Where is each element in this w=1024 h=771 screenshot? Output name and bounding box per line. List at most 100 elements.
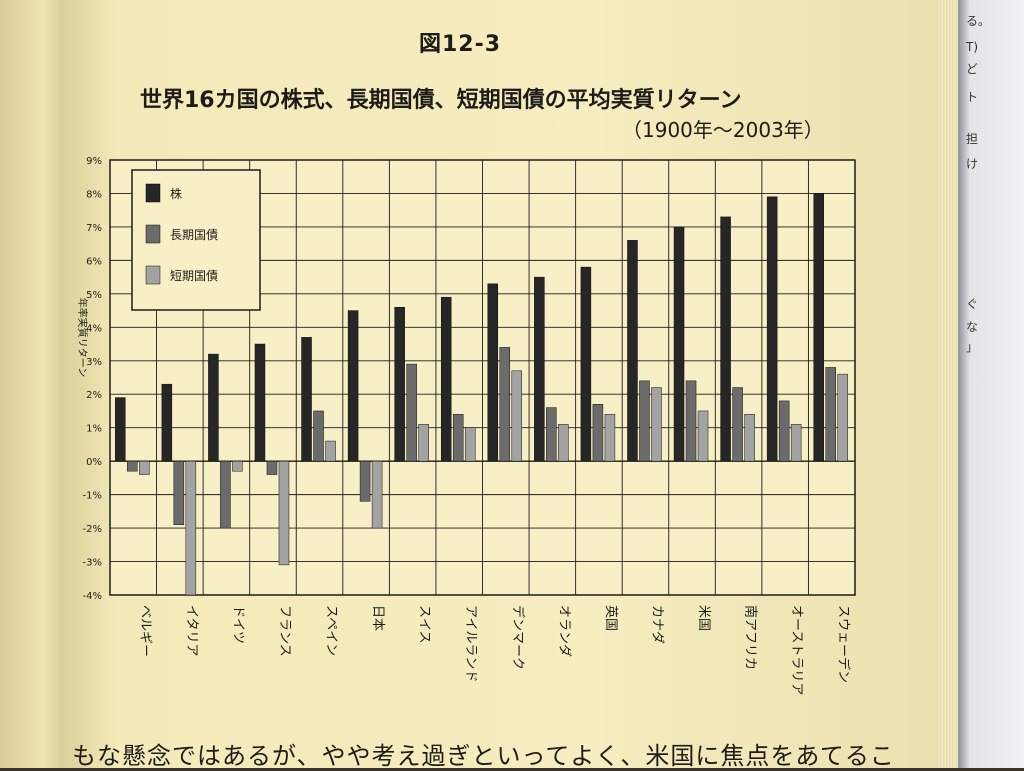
right-page-fragment: け <box>966 157 979 171</box>
x-category-label: オランダ <box>556 605 571 657</box>
right-page-fragment: ぐ <box>966 297 979 311</box>
bar-short-bill <box>185 460 197 596</box>
bar-stock <box>394 306 405 462</box>
y-tick-label: 1% <box>86 424 102 435</box>
right-page-fragment: ど <box>966 62 979 76</box>
y-tick-label: 6% <box>86 256 102 267</box>
bar-stock <box>534 276 545 462</box>
bar-short-bill <box>278 460 290 566</box>
bar-short-bill <box>511 370 523 462</box>
bar-short-bill <box>604 414 616 462</box>
bar-stock <box>161 383 173 462</box>
page-stack-edge <box>938 0 960 768</box>
bar-stock <box>254 343 266 462</box>
y-tick-label: 2% <box>86 390 102 401</box>
right-page-fragment: 」 <box>966 340 979 354</box>
y-tick-label: -2% <box>83 524 102 535</box>
bar-short-bill <box>139 460 150 475</box>
y-tick-label: 5% <box>86 290 102 301</box>
x-category-label: オーストラリア <box>789 605 804 695</box>
x-category-label: 日本 <box>370 605 385 631</box>
bar-stock <box>813 193 824 462</box>
figure-number: 図12-3 <box>418 32 502 57</box>
y-tick-label: 7% <box>86 223 102 234</box>
x-category-label: スウェーデン <box>836 605 852 683</box>
bar-long-bond <box>173 460 185 525</box>
x-category-label: 英国 <box>603 605 618 631</box>
legend-swatch <box>145 265 161 285</box>
bar-long-bond <box>825 367 836 462</box>
bar-stock <box>673 226 685 462</box>
bar-long-bond <box>685 380 697 462</box>
x-category-label: ドイツ <box>230 605 245 644</box>
bar-short-bill <box>325 440 336 462</box>
bar-long-bond <box>639 380 650 462</box>
figure-subtitle: （1900年～2003年） <box>622 118 824 142</box>
x-category-label: イタリア <box>184 605 199 656</box>
bar-long-bond <box>266 460 278 475</box>
y-tick-label: 8% <box>86 189 102 200</box>
bar-long-bond <box>546 407 557 462</box>
bar-long-bond <box>127 460 138 472</box>
legend-label: 長期国債 <box>170 227 218 242</box>
next-book-page <box>958 0 1024 768</box>
bar-short-bill <box>697 410 709 462</box>
x-category-label: フランス <box>277 605 292 657</box>
bar-stock <box>766 196 778 462</box>
bar-long-bond <box>592 404 604 462</box>
x-category-label: 南アフリカ <box>743 605 759 670</box>
bar-long-bond <box>406 363 417 462</box>
bar-short-bill <box>418 424 429 462</box>
x-category-label: カナダ <box>649 605 664 644</box>
bar-stock <box>487 283 499 462</box>
y-tick-label: -1% <box>83 491 102 502</box>
bar-short-bill <box>371 460 383 529</box>
x-category-label: スペイン <box>324 605 339 656</box>
bar-stock <box>720 216 731 462</box>
legend-label: 株 <box>170 186 182 201</box>
bar-stock <box>115 397 126 462</box>
bar-short-bill <box>837 373 848 462</box>
y-tick-label: -3% <box>83 558 102 569</box>
legend-swatch <box>145 183 161 203</box>
x-category-label: スイス <box>417 605 432 644</box>
bar-stock <box>627 240 638 462</box>
bar-long-bond <box>499 347 511 462</box>
bar-long-bond <box>732 387 743 462</box>
legend-label: 短期国債 <box>170 268 218 283</box>
bar-stock <box>440 296 452 462</box>
bar-long-bond <box>220 460 231 529</box>
x-category-label: ベルギー <box>137 605 152 657</box>
y-axis-label: 年率実質リターン <box>76 298 89 378</box>
bar-long-bond <box>313 410 324 462</box>
bar-stock <box>208 353 219 462</box>
figure-title: 世界16カ国の株式、長期国債、短期国債の平均実質リターン <box>140 88 742 113</box>
right-page-fragment: な <box>966 320 979 334</box>
right-page-fragment: 担 <box>966 132 979 146</box>
y-tick-label: 9% <box>86 156 102 167</box>
legend-swatch <box>145 224 161 244</box>
y-tick-label: 0% <box>86 457 102 468</box>
bar-long-bond <box>778 400 790 462</box>
right-page-fragment: T) <box>966 40 979 54</box>
right-page-fragment: る。 <box>966 14 991 28</box>
x-category-label: 米国 <box>696 605 711 631</box>
y-tick-label: -4% <box>83 591 102 602</box>
x-category-label: アイルランド <box>463 605 478 682</box>
bar-short-bill <box>744 414 755 462</box>
left-page-edge <box>0 0 62 768</box>
bar-stock <box>301 337 312 462</box>
bar-short-bill <box>464 427 476 462</box>
x-category-label: デンマーク <box>510 605 526 670</box>
bar-short-bill <box>651 387 662 462</box>
bar-stock <box>580 266 592 462</box>
bar-short-bill <box>232 460 243 472</box>
body-text-line: もな懸念ではあるが、やや考え過ぎといってよく、米国に焦点をあてるこ <box>72 742 895 770</box>
bar-short-bill <box>558 424 569 462</box>
right-page-text: る。 T) どト担けぐな」 <box>962 0 1022 768</box>
bar-short-bill <box>790 424 802 462</box>
right-page-fragment: ト <box>966 90 979 104</box>
bar-long-bond <box>452 414 464 462</box>
